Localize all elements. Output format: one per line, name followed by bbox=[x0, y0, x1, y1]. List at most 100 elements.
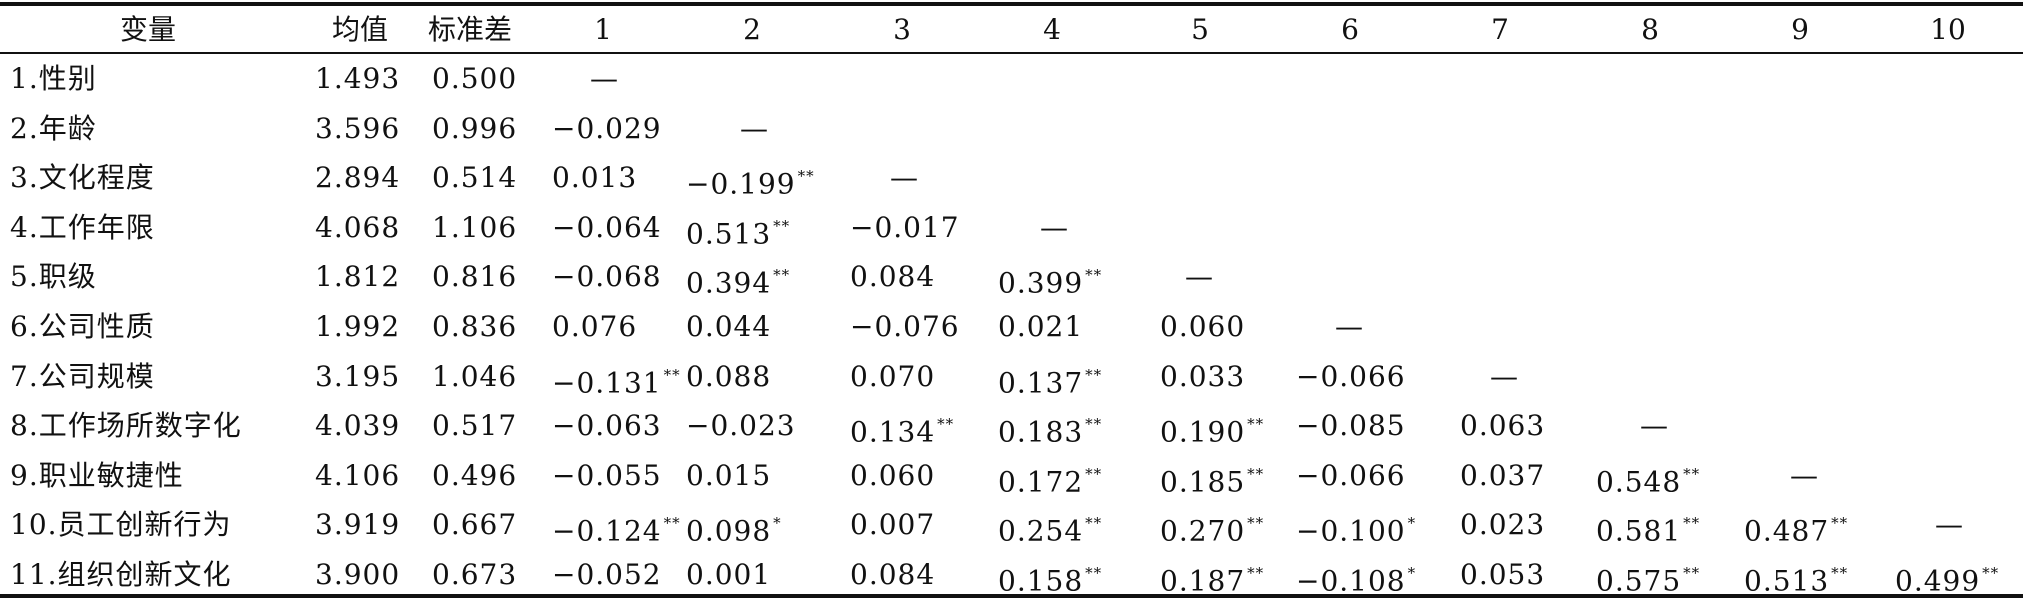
significance-marker: ** bbox=[1085, 266, 1103, 285]
correlation-value: 0.088 bbox=[686, 359, 772, 393]
significance-marker: ** bbox=[773, 216, 791, 235]
variable-label: 1.性别 bbox=[10, 62, 97, 95]
table-row: 4.工作年限 4.068 1.106 −0.064 0.513 ** −0.017 — bbox=[0, 203, 2023, 253]
correlation-cell: 0.076 bbox=[552, 302, 637, 352]
significance-marker: ** bbox=[797, 167, 815, 186]
column-header: 6 bbox=[1341, 13, 1359, 46]
correlation-cell: −0.029 bbox=[552, 104, 662, 154]
correlation-value: 0.575 bbox=[1596, 564, 1682, 598]
mean-value: 1.992 bbox=[315, 310, 401, 343]
sd-value: 0.836 bbox=[432, 310, 518, 343]
correlation-cell: 0.487 ** bbox=[1744, 500, 1848, 550]
correlation-cell: −0.068 bbox=[552, 252, 662, 302]
significance-marker: ** bbox=[1085, 514, 1103, 533]
column-header: 标准差 bbox=[427, 13, 512, 46]
correlation-cell: 0.513 ** bbox=[1744, 550, 1848, 600]
column-header: 7 bbox=[1491, 13, 1509, 46]
correlation-value: −0.029 bbox=[552, 111, 662, 145]
diagonal-dash: — bbox=[1335, 302, 1364, 352]
variable-label: 8.工作场所数字化 bbox=[10, 409, 242, 443]
correlation-cell: 0.063 bbox=[1460, 401, 1545, 451]
correlation-cell: −0.085 bbox=[1296, 401, 1406, 451]
correlation-cell: 0.185 ** bbox=[1160, 451, 1264, 501]
column-header: 1 bbox=[594, 13, 612, 46]
correlation-cell: 0.021 bbox=[998, 302, 1083, 352]
variable-label: 4.工作年限 bbox=[10, 210, 155, 244]
mean-value: 4.106 bbox=[315, 458, 401, 492]
significance-marker: ** bbox=[1085, 365, 1103, 384]
correlation-cell: 0.575 ** bbox=[1596, 550, 1700, 600]
sd-value: 0.673 bbox=[432, 558, 518, 591]
significance-marker: ** bbox=[1247, 415, 1265, 434]
correlation-value: −0.017 bbox=[850, 210, 960, 244]
correlation-cell: 0.098 * bbox=[686, 500, 782, 550]
correlation-value: −0.064 bbox=[552, 210, 662, 244]
correlation-value: — bbox=[890, 161, 919, 195]
correlation-value: 0.033 bbox=[1160, 359, 1246, 393]
correlation-cell: 0.007 bbox=[850, 500, 935, 550]
correlation-value: 0.015 bbox=[686, 458, 772, 492]
bottom-rule bbox=[0, 594, 2023, 598]
correlation-cell: 0.033 bbox=[1160, 352, 1245, 402]
table-row: 1.性别 1.493 0.500 — bbox=[0, 54, 2023, 104]
sd-value: 0.816 bbox=[432, 260, 518, 294]
significance-marker: ** bbox=[1247, 464, 1265, 483]
significance-marker: ** bbox=[1982, 564, 2000, 582]
correlation-value: −0.131 bbox=[552, 365, 662, 399]
correlation-value: 0.063 bbox=[1460, 409, 1546, 443]
correlation-cell: 0.499 ** bbox=[1895, 550, 1999, 600]
correlation-value: 0.394 bbox=[686, 266, 772, 300]
correlation-value: 0.021 bbox=[998, 310, 1084, 343]
correlation-value: — bbox=[1335, 310, 1364, 343]
correlation-cell: 0.399 ** bbox=[998, 252, 1102, 302]
mean-value: 3.195 bbox=[315, 359, 401, 393]
correlation-value: — bbox=[1790, 458, 1819, 492]
variable-label: 5.职级 bbox=[10, 260, 97, 294]
correlation-cell: 0.001 bbox=[686, 550, 771, 600]
significance-marker: ** bbox=[1831, 564, 1849, 582]
sd-value: 0.517 bbox=[432, 409, 518, 443]
correlation-value: −0.124 bbox=[552, 514, 662, 548]
diagonal-dash: — bbox=[1040, 203, 1069, 253]
correlation-value: 0.190 bbox=[1160, 415, 1246, 449]
table-row: 9.职业敏捷性 4.106 0.496 −0.055 0.015 0.060 0.172 **… bbox=[0, 451, 2023, 501]
correlation-value: 0.399 bbox=[998, 266, 1084, 300]
correlation-value: 0.254 bbox=[998, 514, 1084, 548]
correlation-value: 0.270 bbox=[1160, 514, 1246, 548]
diagonal-dash: — bbox=[1935, 500, 1964, 550]
diagonal-dash: — bbox=[890, 153, 919, 203]
sd-value: 0.496 bbox=[432, 458, 518, 492]
correlation-value: −0.066 bbox=[1296, 359, 1406, 393]
column-header: 变量 bbox=[119, 13, 176, 46]
significance-marker: ** bbox=[663, 514, 681, 533]
correlation-value: 0.137 bbox=[998, 365, 1084, 399]
correlation-value: −0.063 bbox=[552, 409, 662, 443]
diagonal-dash: — bbox=[590, 54, 619, 104]
correlation-cell: −0.124 ** bbox=[552, 500, 681, 550]
mean-value: 3.596 bbox=[315, 111, 401, 145]
significance-marker: * bbox=[773, 514, 782, 533]
correlation-value: 0.037 bbox=[1460, 458, 1546, 492]
column-header: 8 bbox=[1641, 13, 1659, 46]
variable-label: 10.员工创新行为 bbox=[10, 508, 232, 542]
significance-marker: ** bbox=[1683, 514, 1701, 533]
correlation-value: — bbox=[1935, 508, 1964, 542]
correlation-value: 0.070 bbox=[850, 359, 936, 393]
correlation-value: 0.513 bbox=[686, 217, 772, 251]
correlation-value: −0.199 bbox=[686, 167, 796, 201]
sd-value: 0.500 bbox=[432, 62, 518, 95]
significance-marker: ** bbox=[1247, 564, 1265, 582]
correlation-cell: 0.015 bbox=[686, 451, 771, 501]
correlation-value: −0.068 bbox=[552, 260, 662, 294]
correlation-cell: 0.037 bbox=[1460, 451, 1545, 501]
correlation-cell: 0.187 ** bbox=[1160, 550, 1264, 600]
correlation-cell: 0.581 ** bbox=[1596, 500, 1700, 550]
table-row: 10.员工创新行为 3.919 0.667 −0.124 ** 0.098 * 0.007 0.… bbox=[0, 500, 2023, 550]
correlation-cell: −0.199 ** bbox=[686, 153, 815, 203]
correlation-value: −0.023 bbox=[686, 409, 796, 443]
correlation-cell: −0.055 bbox=[552, 451, 662, 501]
correlation-value: 0.044 bbox=[686, 310, 772, 343]
correlation-value: 0.487 bbox=[1744, 514, 1830, 548]
table-row: 3.文化程度 2.894 0.514 0.013 −0.199 ** — bbox=[0, 153, 2023, 203]
sd-value: 0.996 bbox=[432, 111, 518, 145]
